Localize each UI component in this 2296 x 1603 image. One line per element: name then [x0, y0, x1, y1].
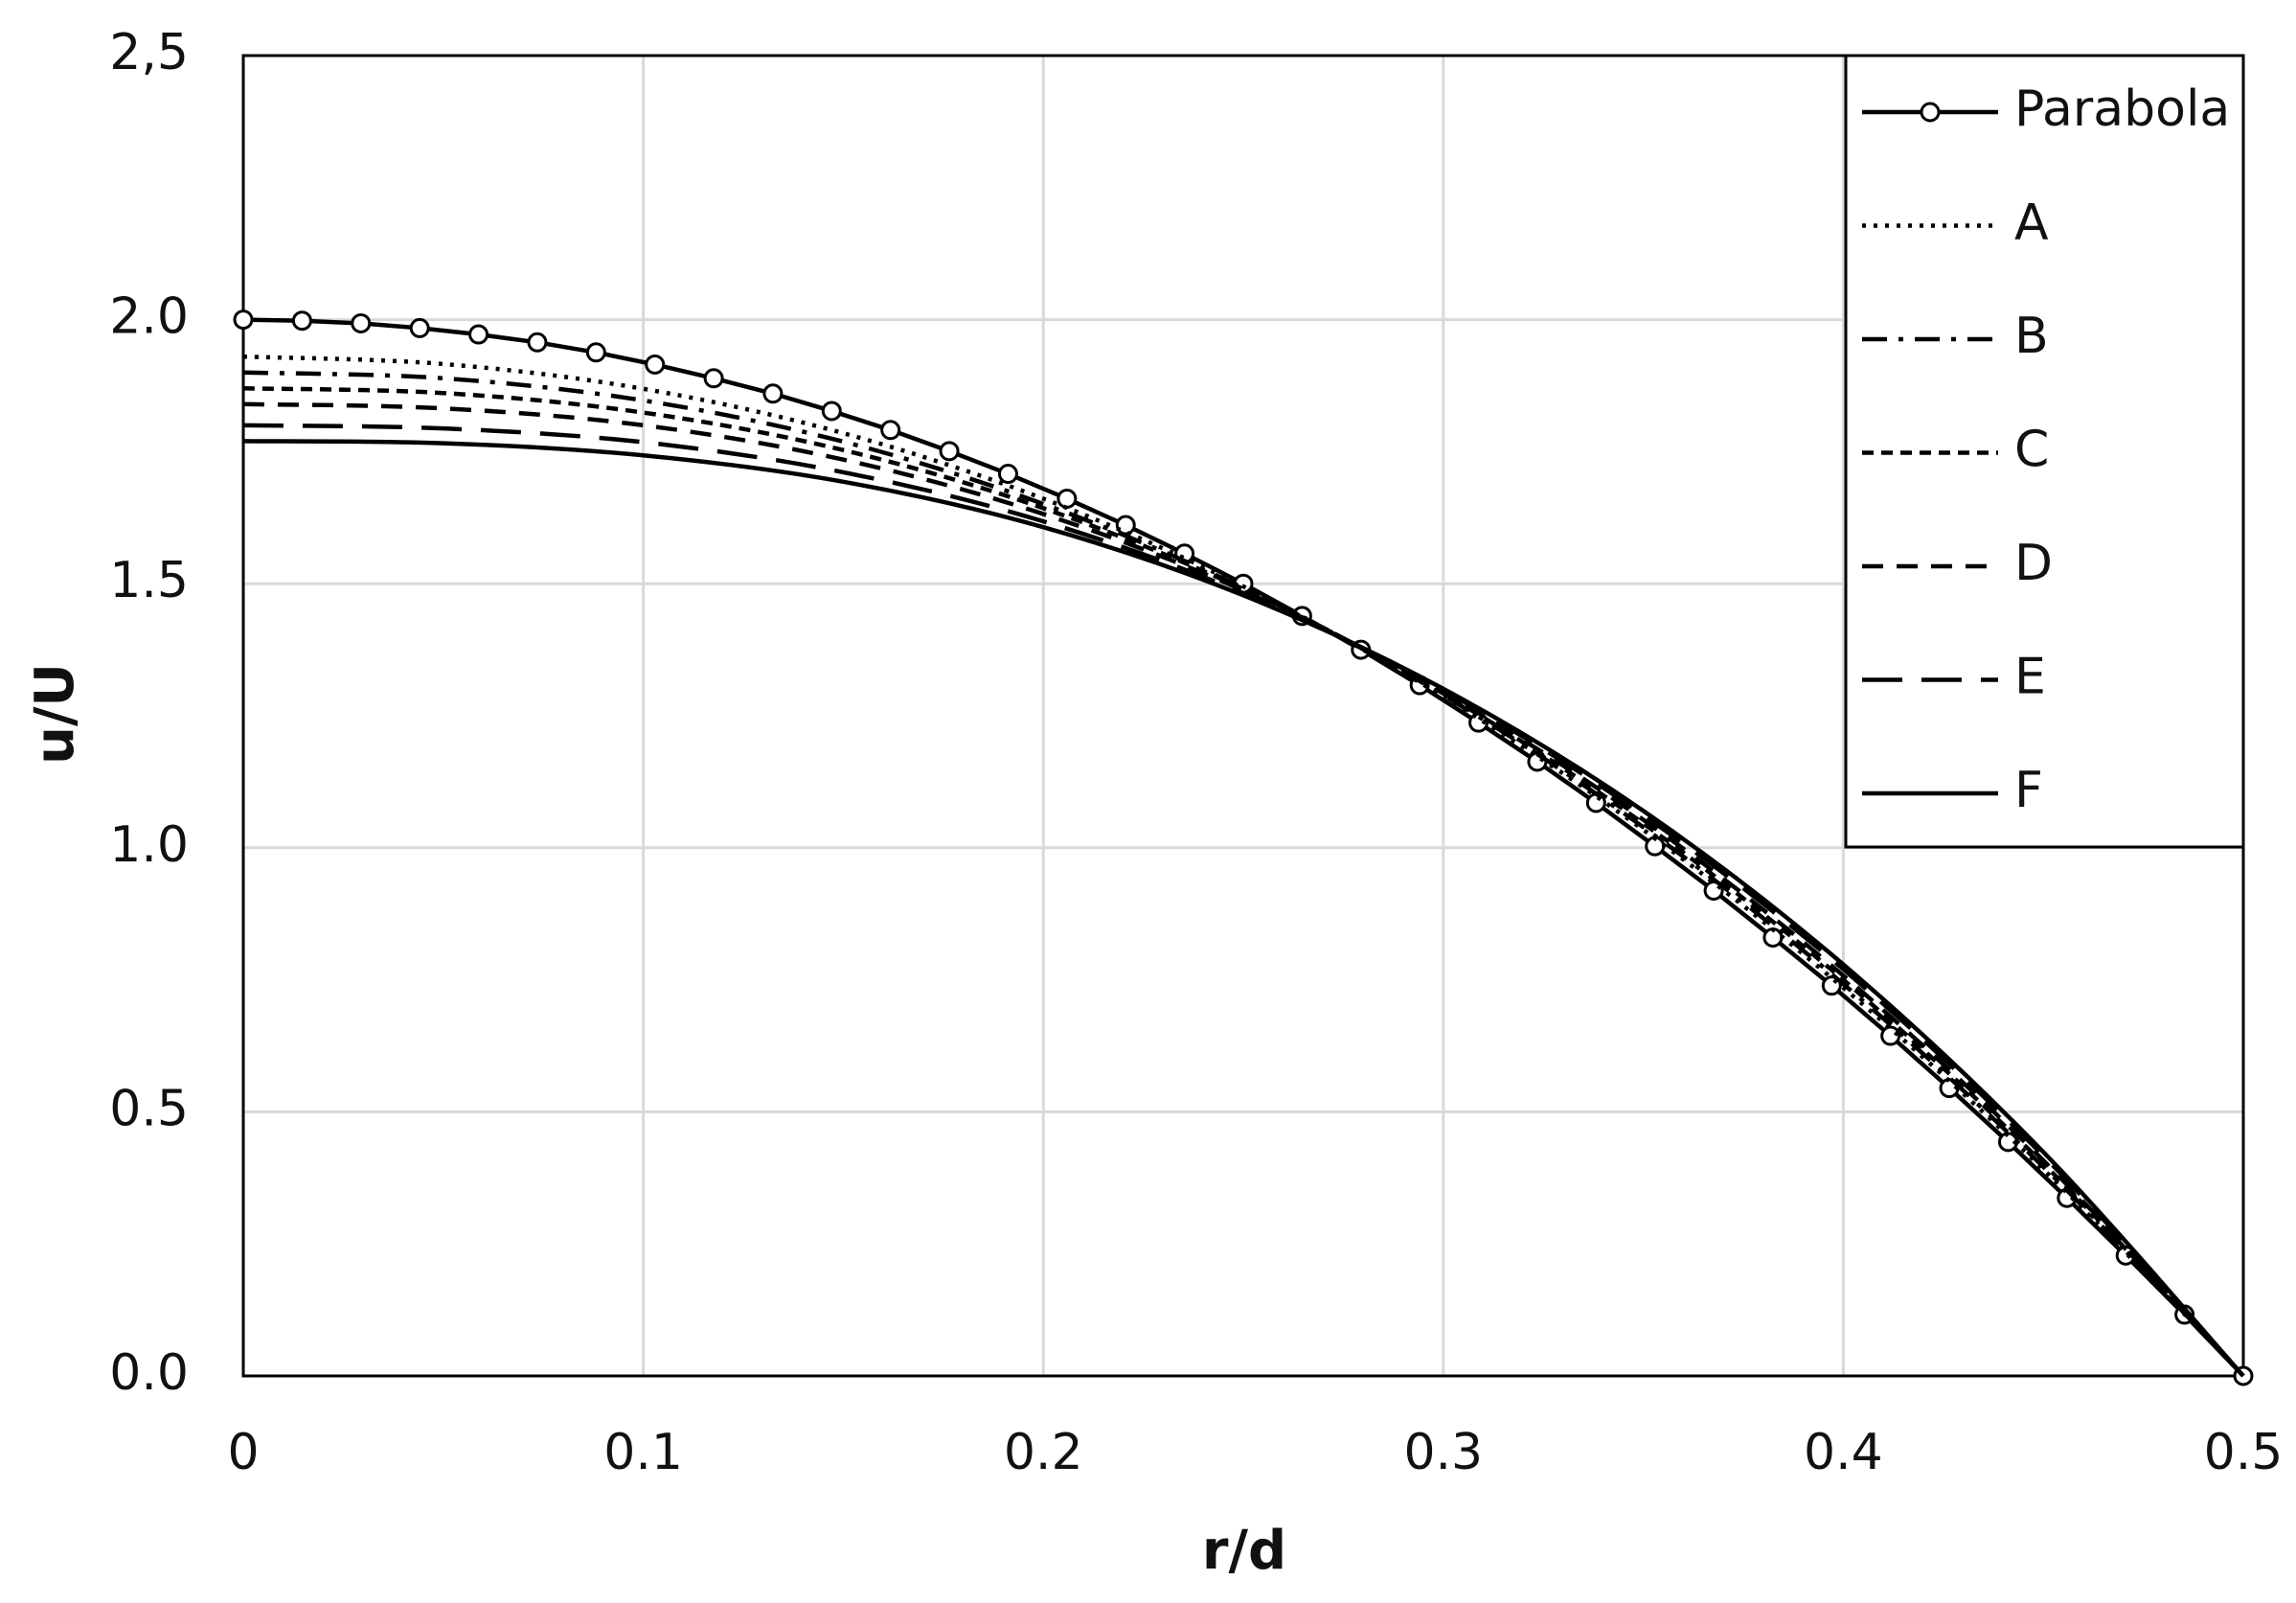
data-point [233, 309, 254, 331]
y-tick-label: 2.0 [109, 288, 189, 346]
legend-box [1844, 54, 2245, 849]
series-line [242, 439, 2245, 1378]
x-tick-label: 0.5 [2204, 1424, 2284, 1481]
y-tick-label: 1.0 [109, 816, 189, 874]
y-tick-label: 2,5 [109, 24, 189, 81]
data-point [409, 317, 430, 338]
y-tick-label: 0.5 [109, 1080, 189, 1137]
data-point [762, 383, 784, 404]
data-point [585, 342, 606, 363]
x-axis-title: r/d [1202, 1520, 1286, 1582]
data-point [351, 312, 372, 333]
legend-label: E [2014, 649, 2046, 706]
data-point [880, 420, 901, 441]
data-point [291, 310, 312, 332]
data-point [468, 324, 489, 345]
data-point [821, 401, 842, 422]
x-tick-label: 0.2 [1004, 1424, 1083, 1481]
data-point [1880, 1025, 1901, 1046]
series-line [242, 401, 2245, 1378]
legend-marker [1920, 102, 1941, 123]
data-point [939, 441, 960, 462]
data-point [645, 354, 666, 375]
legend-label: Parabola [2014, 80, 2230, 138]
x-tick-label: 0.1 [603, 1424, 683, 1481]
data-point [703, 368, 724, 389]
y-axis-title: u/U [24, 663, 86, 765]
data-point [527, 332, 548, 353]
y-tick-label: 1.5 [109, 552, 189, 609]
legend-label: B [2014, 308, 2049, 365]
legend-label: F [2014, 762, 2043, 819]
legend-label: D [2014, 535, 2053, 592]
data-point [1057, 488, 1078, 509]
series-line [242, 370, 2245, 1378]
x-tick-label: 0.4 [1804, 1424, 1883, 1481]
data-point [997, 464, 1018, 485]
legend-label: A [2014, 195, 2049, 252]
y-tick-label: 0.0 [109, 1344, 189, 1402]
legend-label: C [2014, 422, 2049, 479]
x-tick-label: 0 [227, 1424, 259, 1481]
x-tick-label: 0.3 [1403, 1424, 1483, 1481]
